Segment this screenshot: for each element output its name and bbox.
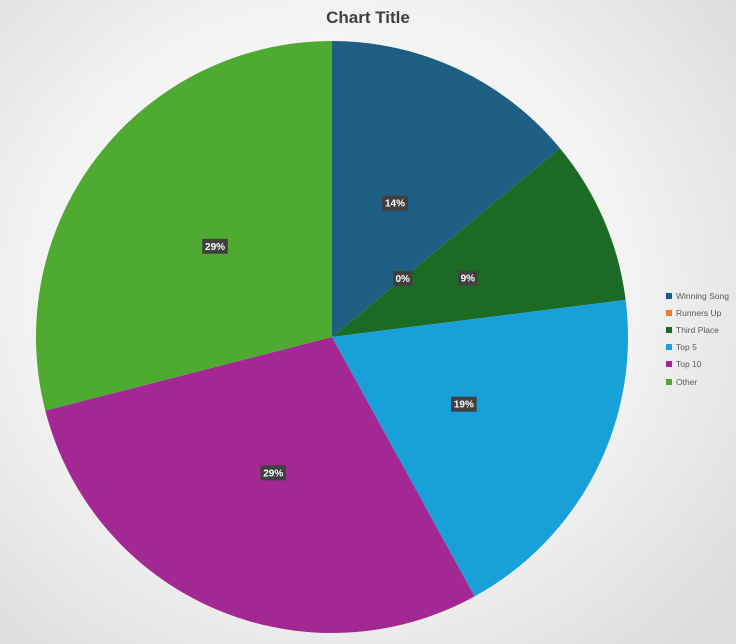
- data-label-text: 19%: [454, 400, 474, 411]
- data-label-box: [260, 465, 287, 481]
- legend-label: Top 5: [676, 342, 697, 353]
- data-label-box: [393, 271, 413, 287]
- legend-item-runners-up: Runners Up: [666, 304, 734, 321]
- legend-swatch: [666, 361, 672, 368]
- legend-item-other: Other: [666, 373, 734, 390]
- data-label-box: [202, 238, 228, 254]
- data-label-text: 29%: [205, 242, 225, 253]
- legend-item-winning-song: Winning Song: [666, 287, 734, 304]
- legend-label: Top 10: [676, 359, 702, 370]
- pie-slices: [35, 41, 628, 633]
- legend-item-top-10: Top 10: [666, 356, 734, 373]
- legend: Winning Song Runners Up Third Place Top 5 To…: [666, 287, 734, 390]
- legend-swatch: [666, 378, 672, 385]
- pie-slice-winning-song: [332, 41, 561, 337]
- data-label-winning-song: 14%: [382, 195, 408, 211]
- data-label-box: [382, 195, 408, 211]
- pie-slice-third-place: [332, 148, 626, 337]
- pie-slice-top-10: [45, 337, 475, 633]
- data-label-runners-up: 0%: [393, 271, 413, 287]
- pie-data-labels: 14% 0% 9% 19% 29% 29%: [202, 195, 478, 481]
- legend-label: Winning Song: [676, 290, 729, 301]
- legend-swatch: [666, 309, 672, 316]
- legend-item-third-place: Third Place: [666, 321, 734, 338]
- legend-swatch: [666, 326, 672, 333]
- data-label-text: 29%: [263, 468, 283, 479]
- legend-swatch: [666, 344, 672, 351]
- data-label-other: 29%: [202, 238, 228, 254]
- data-label-box: [458, 270, 478, 286]
- pie-slice-other: [35, 41, 332, 411]
- data-label-text: 0%: [395, 274, 410, 285]
- chart-title: Chart Title: [326, 8, 410, 27]
- data-label-third-place: 9%: [458, 270, 478, 286]
- pie-slice-top-5: [332, 299, 628, 597]
- legend-swatch: [666, 292, 672, 299]
- legend-label: Other: [676, 376, 698, 387]
- data-label-top-10: 29%: [260, 465, 287, 481]
- legend-label: Runners Up: [676, 307, 722, 318]
- legend-item-top-5: Top 5: [666, 339, 734, 356]
- data-label-text: 14%: [385, 199, 405, 210]
- data-label-box: [451, 396, 477, 412]
- legend-label: Third Place: [676, 324, 719, 335]
- data-label-top-5: 19%: [451, 396, 477, 412]
- data-label-text: 9%: [461, 274, 476, 285]
